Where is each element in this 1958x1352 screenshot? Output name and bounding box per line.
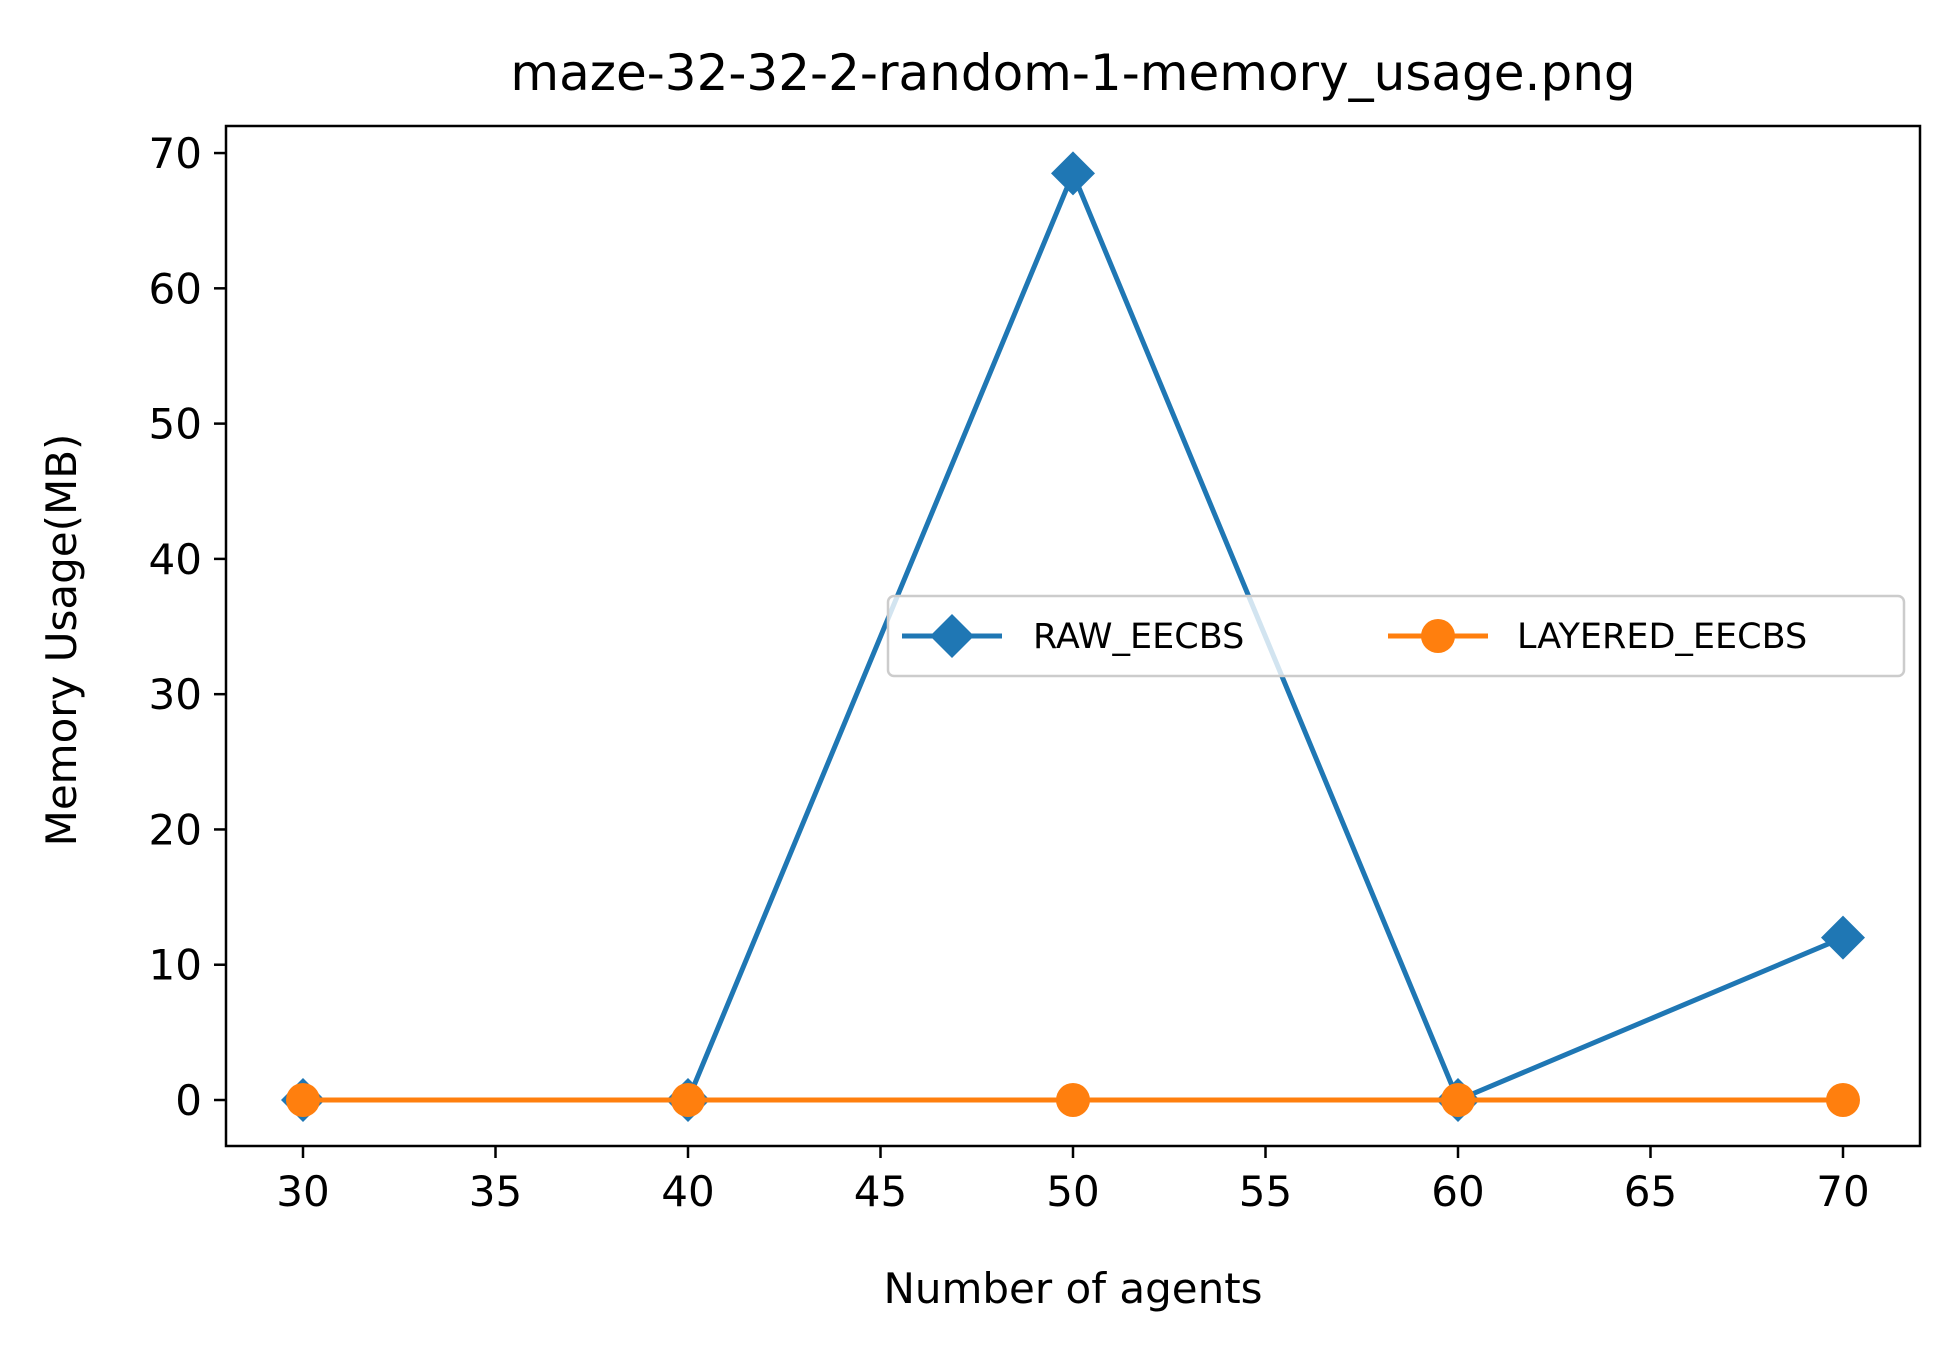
legend-label: LAYERED_EECBS: [1517, 617, 1807, 657]
y-tick-label: 0: [175, 1076, 202, 1125]
legend-label: RAW_EECBS: [1033, 617, 1244, 657]
x-tick-label: 60: [1431, 1167, 1484, 1216]
y-tick-label: 30: [149, 670, 202, 719]
x-tick-label: 40: [661, 1167, 714, 1216]
legend-marker: [930, 614, 974, 658]
y-tick-label: 40: [149, 535, 202, 584]
plot-series: [281, 151, 1865, 1123]
x-axis-ticks: 30 35 40 45 50 55 60 65 70: [276, 1146, 1870, 1216]
data-point: [1821, 915, 1865, 960]
y-tick-label: 60: [149, 264, 202, 313]
legend-entry-layered-eecbs: LAYERED_EECBS: [1388, 617, 1807, 657]
y-axis-label: Memory Usage(MB): [37, 434, 86, 847]
x-tick-label: 70: [1816, 1167, 1869, 1216]
data-point: [1051, 151, 1095, 196]
y-tick-label: 70: [149, 129, 202, 178]
series-layered-eecbs: [286, 1083, 1860, 1118]
x-axis-label: Number of agents: [883, 1264, 1262, 1313]
y-tick-label: 20: [149, 805, 202, 854]
data-point: [1826, 1083, 1860, 1118]
data-point: [1441, 1083, 1475, 1118]
data-point: [1056, 1083, 1090, 1118]
legend-marker: [1421, 619, 1455, 653]
x-tick-label: 65: [1624, 1167, 1677, 1216]
y-tick-label: 10: [149, 941, 202, 990]
x-tick-label: 50: [1046, 1167, 1099, 1216]
legend-entry-raw-eecbs: RAW_EECBS: [902, 614, 1244, 658]
x-tick-label: 35: [469, 1167, 522, 1216]
legend: RAW_EECBS LAYERED_EECBS: [886, 594, 1906, 678]
data-point: [286, 1083, 320, 1118]
y-tick-label: 50: [149, 400, 202, 449]
y-axis-ticks: 0 10 20 30 40 50 60 70: [149, 129, 226, 1125]
chart-title: maze-32-32-2-random-1-memory_usage.png: [510, 44, 1635, 102]
x-tick-label: 45: [854, 1167, 907, 1216]
x-tick-label: 30: [276, 1167, 329, 1216]
x-tick-label: 55: [1239, 1167, 1292, 1216]
data-point: [671, 1083, 705, 1118]
